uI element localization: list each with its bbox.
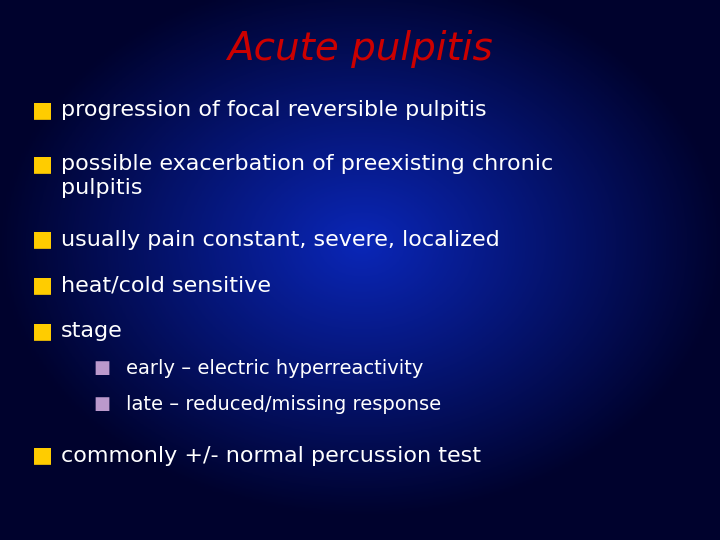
Text: ■: ■ (32, 446, 53, 465)
Text: stage: stage (61, 321, 123, 341)
Text: ■: ■ (94, 359, 111, 377)
Text: Acute pulpitis: Acute pulpitis (227, 30, 493, 68)
Text: heat/cold sensitive: heat/cold sensitive (61, 275, 271, 295)
Text: ■: ■ (94, 395, 111, 413)
Text: ■: ■ (32, 154, 53, 174)
Text: ■: ■ (32, 321, 53, 341)
Text: usually pain constant, severe, localized: usually pain constant, severe, localized (61, 230, 500, 249)
Text: possible exacerbation of preexisting chronic
pulpitis: possible exacerbation of preexisting chr… (61, 154, 554, 198)
Text: ■: ■ (32, 275, 53, 295)
Text: commonly +/- normal percussion test: commonly +/- normal percussion test (61, 446, 481, 465)
Text: ■: ■ (32, 230, 53, 249)
Text: early – electric hyperreactivity: early – electric hyperreactivity (126, 359, 423, 378)
Text: ■: ■ (32, 100, 53, 120)
Text: progression of focal reversible pulpitis: progression of focal reversible pulpitis (61, 100, 487, 120)
Text: late – reduced/missing response: late – reduced/missing response (126, 395, 441, 414)
